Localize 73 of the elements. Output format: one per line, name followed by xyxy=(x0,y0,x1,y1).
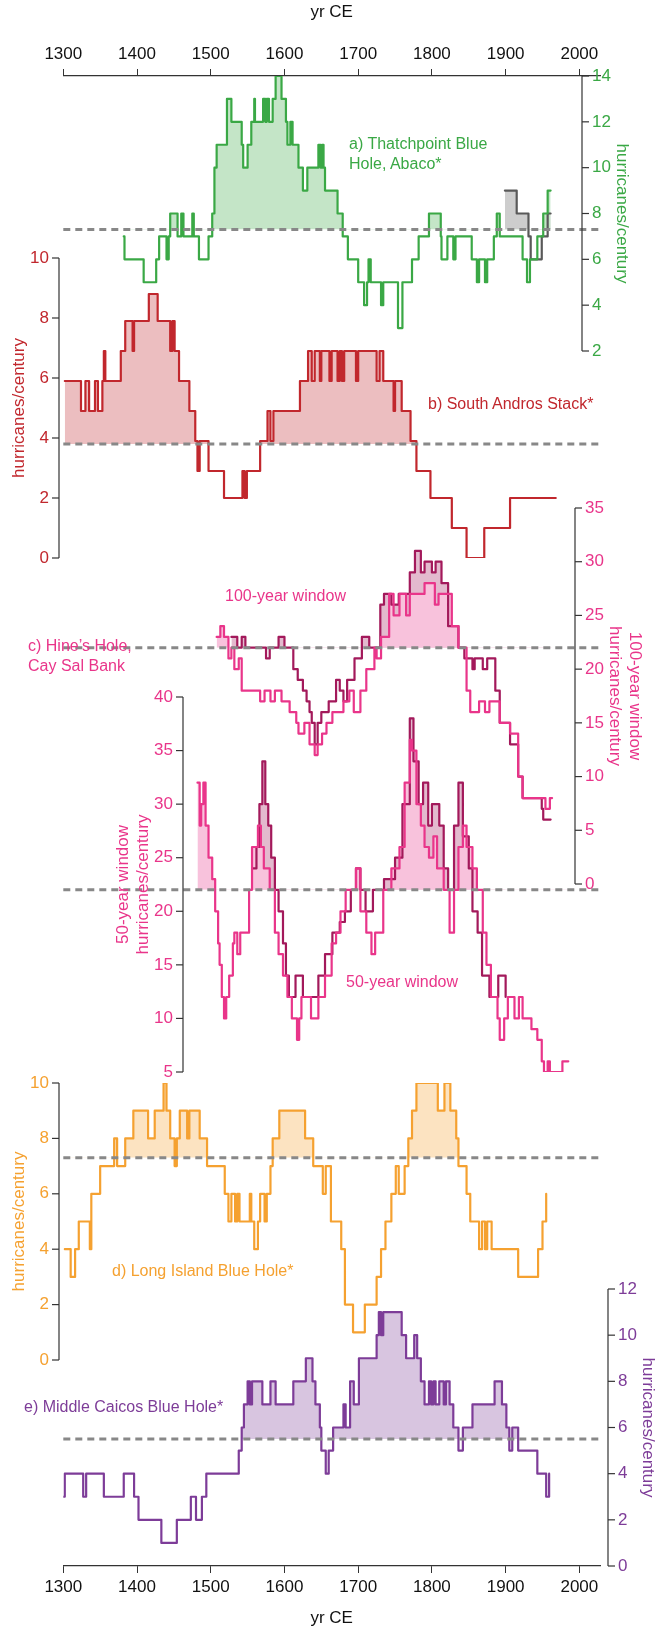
y2-tick-label: 4 xyxy=(618,1463,628,1483)
y-tick-label: 40 xyxy=(154,686,173,706)
y2-tick-label: 12 xyxy=(592,111,611,131)
annotation: a) Thatchpoint Blue Hole, Abaco* xyxy=(349,134,489,174)
y-tick-label: 6 xyxy=(39,367,49,387)
x-tick-label: 2000 xyxy=(560,1576,599,1596)
y2-tick-label: 0 xyxy=(618,1555,628,1575)
y-tick-label: 20 xyxy=(154,900,173,920)
y2-tick-label: 5 xyxy=(585,819,595,839)
y2-tick-label: 10 xyxy=(618,1324,637,1344)
x-tick-label: 1400 xyxy=(118,44,156,64)
y-tick-label: 25 xyxy=(154,847,173,867)
x-tick-label: 1400 xyxy=(118,1576,156,1596)
y-tick-label: 15 xyxy=(154,954,173,974)
y-tick-label: 5 xyxy=(163,1061,173,1081)
annotation: b) South Andros Stack* xyxy=(428,394,594,414)
y2-tick-label: 8 xyxy=(592,203,602,223)
y2-tick-label: 6 xyxy=(618,1417,628,1437)
x-tick-label: 2000 xyxy=(560,44,599,64)
y-tick-label: 30 xyxy=(154,793,173,813)
x-tick-label: 1300 xyxy=(44,1576,83,1596)
y-tick-label: 0 xyxy=(39,1349,49,1369)
x-tick-label: 1800 xyxy=(413,1576,451,1596)
y2-tick-label: 8 xyxy=(618,1371,628,1391)
y-tick-label: 6 xyxy=(39,1183,49,1203)
annotation: d) Long Island Blue Hole* xyxy=(112,1261,294,1281)
y-tick-label: 0 xyxy=(39,547,49,567)
y2-tick-label: 10 xyxy=(592,157,611,177)
x-axis-title: yr CE xyxy=(310,1,353,21)
x-tick-label: 1500 xyxy=(191,1576,230,1596)
y-tick-label: 4 xyxy=(39,427,49,447)
x-tick-label: 1900 xyxy=(486,1576,525,1596)
y-tick-label: 10 xyxy=(154,1008,173,1028)
x-tick-label: 1500 xyxy=(191,44,230,64)
y-tick-label: 2 xyxy=(39,1294,49,1314)
y-tick-label: 35 xyxy=(154,740,173,760)
x-tick-label: 1600 xyxy=(265,44,304,64)
y2-tick-label: 10 xyxy=(585,766,604,786)
x-tick-label: 1900 xyxy=(486,44,525,64)
y2-tick-label: 15 xyxy=(585,712,604,732)
y-tick-label: 8 xyxy=(39,307,49,327)
y2-axis-title: hurricanes/century xyxy=(638,1357,658,1498)
x-tick-label: 1700 xyxy=(339,1576,378,1596)
y-tick-label: 10 xyxy=(30,247,49,267)
y2-axis-title: 100-year window hurricanes/century xyxy=(605,626,645,767)
y2-tick-label: 2 xyxy=(618,1509,628,1529)
y2-tick-label: 0 xyxy=(585,873,595,893)
x-tick-label: 1300 xyxy=(44,44,83,64)
y-axis-title: hurricanes/century xyxy=(9,1151,29,1292)
y-tick-label: 4 xyxy=(39,1238,49,1258)
annotation: 100-year window xyxy=(225,586,346,606)
annotation: c) Hine’s Hole, Cay Sal Bank xyxy=(28,636,133,676)
x-axis-title: yr CE xyxy=(310,1608,353,1628)
annotation: 50-year window xyxy=(346,972,459,992)
y2-tick-label: 6 xyxy=(592,249,602,269)
y2-tick-label: 20 xyxy=(585,658,604,678)
x-tick-label: 1800 xyxy=(413,44,451,64)
y2-tick-label: 25 xyxy=(585,605,604,625)
annotation: e) Middle Caicos Blue Hole* xyxy=(24,1397,224,1417)
y-tick-label: 2 xyxy=(39,487,49,507)
y2-tick-label: 30 xyxy=(585,551,604,571)
y2-tick-label: 35 xyxy=(585,497,604,517)
y-tick-label: 8 xyxy=(39,1128,49,1148)
y2-tick-label: 14 xyxy=(592,65,611,85)
y-tick-label: 10 xyxy=(30,1072,49,1092)
y2-tick-label: 4 xyxy=(592,294,602,314)
y2-tick-label: 12 xyxy=(618,1278,637,1298)
y2-axis-title: hurricanes/century xyxy=(612,143,632,284)
y-axis-title: 50-year window hurricanes/century xyxy=(113,814,153,955)
y2-tick-label: 2 xyxy=(592,340,602,360)
x-tick-label: 1600 xyxy=(265,1576,304,1596)
x-tick-label: 1700 xyxy=(339,44,378,64)
y-axis-title: hurricanes/century xyxy=(9,337,29,478)
